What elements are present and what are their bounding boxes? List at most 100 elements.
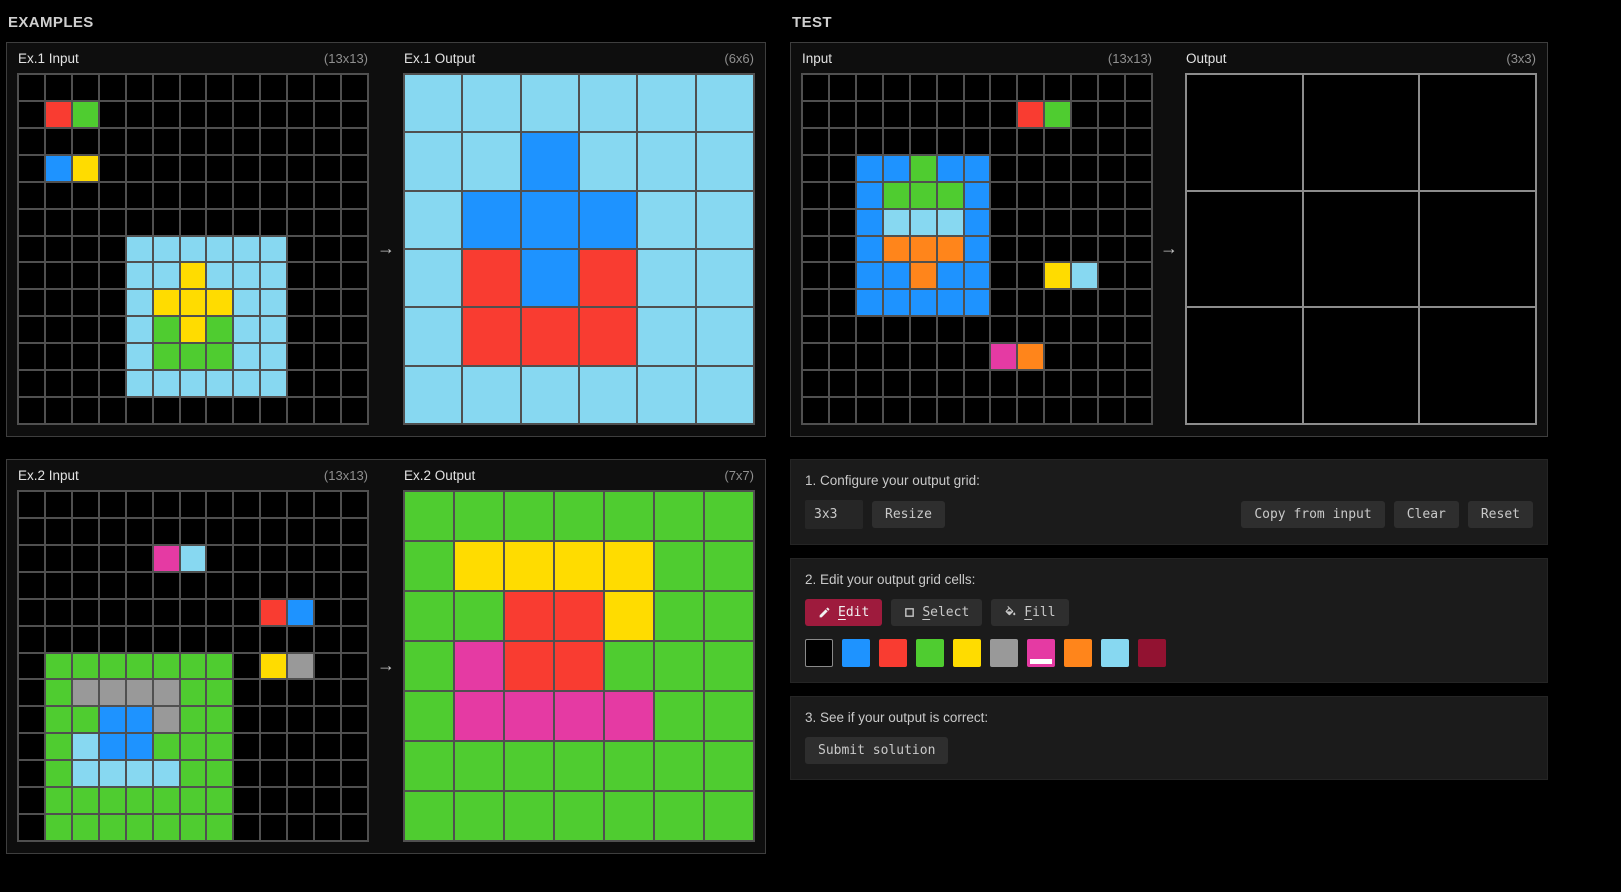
grid-cell bbox=[883, 344, 909, 370]
grid-cell bbox=[829, 101, 855, 127]
color-swatch-green[interactable] bbox=[916, 639, 944, 667]
color-swatch-magenta[interactable] bbox=[1027, 639, 1055, 667]
grid-cell bbox=[126, 290, 152, 316]
grid-cell bbox=[72, 290, 98, 316]
grid-cell bbox=[126, 371, 152, 397]
grid-cell bbox=[655, 692, 703, 740]
reset-button[interactable]: Reset bbox=[1467, 501, 1533, 528]
select-tool-button[interactable]: Select bbox=[891, 599, 983, 626]
fill-tool-button[interactable]: Fill bbox=[991, 599, 1069, 626]
grid-label: Input bbox=[802, 51, 833, 66]
color-swatch-red[interactable] bbox=[879, 639, 907, 667]
grid-cell[interactable] bbox=[1187, 75, 1302, 190]
grid-cell[interactable] bbox=[1420, 75, 1535, 190]
grid-cell bbox=[1018, 344, 1044, 370]
grid-cell bbox=[638, 75, 695, 132]
grid-cell bbox=[1126, 101, 1151, 127]
grid-cell bbox=[45, 155, 71, 181]
grid-cell bbox=[1045, 290, 1071, 316]
grid-cell bbox=[180, 626, 206, 652]
example-1-input-block: Ex.1 Input (13x13) bbox=[17, 50, 369, 425]
grid-cell bbox=[405, 366, 462, 423]
output-size-input[interactable] bbox=[805, 500, 863, 529]
grid-cell bbox=[180, 371, 206, 397]
grid-cell bbox=[910, 209, 936, 235]
grid-cell bbox=[72, 599, 98, 625]
color-swatch-yellow[interactable] bbox=[953, 639, 981, 667]
clear-button[interactable]: Clear bbox=[1393, 501, 1459, 528]
edit-tool-button[interactable]: Edit bbox=[805, 599, 883, 626]
grid-cell bbox=[991, 263, 1017, 289]
grid-cell bbox=[964, 101, 990, 127]
grid-cell bbox=[72, 653, 98, 679]
grid-cell bbox=[261, 236, 287, 262]
grid-cell bbox=[1126, 182, 1151, 208]
grid-cell[interactable] bbox=[1420, 308, 1535, 423]
grid-cell bbox=[288, 371, 314, 397]
grid-cell bbox=[153, 788, 179, 814]
grid-cell bbox=[579, 366, 637, 423]
grid-cell bbox=[315, 209, 341, 235]
grid-cell bbox=[696, 191, 753, 248]
grid-cell bbox=[153, 761, 179, 787]
grid-cell bbox=[72, 182, 98, 208]
grid-cell bbox=[405, 592, 453, 640]
grid-cell bbox=[153, 599, 179, 625]
grid-cell bbox=[126, 263, 152, 289]
grid-cell bbox=[288, 788, 314, 814]
grid-cell[interactable] bbox=[1187, 191, 1302, 307]
color-swatch-orange[interactable] bbox=[1064, 639, 1092, 667]
submit-solution-button[interactable]: Submit solution bbox=[805, 737, 949, 764]
grid-cell bbox=[207, 626, 233, 652]
grid-cell bbox=[234, 680, 260, 706]
grid-cell bbox=[234, 371, 260, 397]
grid-cell[interactable] bbox=[1303, 75, 1419, 190]
color-swatch-blue[interactable] bbox=[842, 639, 870, 667]
grid-cell[interactable] bbox=[1303, 191, 1419, 307]
grid-cell bbox=[234, 653, 260, 679]
grid-cell bbox=[910, 290, 936, 316]
grid-cell bbox=[19, 492, 44, 517]
grid-cell bbox=[126, 599, 152, 625]
grid-cell bbox=[153, 492, 179, 517]
grid-cell bbox=[883, 317, 909, 343]
color-swatch-maroon[interactable] bbox=[1138, 639, 1166, 667]
grid-cell[interactable] bbox=[1187, 308, 1302, 423]
grid-cell bbox=[153, 344, 179, 370]
grid-cell bbox=[1045, 155, 1071, 181]
grid-cell bbox=[288, 626, 314, 652]
grid-cell bbox=[696, 133, 753, 190]
grid-cell bbox=[207, 155, 233, 181]
test-panel: Input (13x13) → Output (3x3) bbox=[790, 42, 1548, 437]
grid-cell bbox=[99, 734, 125, 760]
grid-cell bbox=[153, 707, 179, 733]
grid-cell bbox=[803, 182, 828, 208]
color-swatch-gray[interactable] bbox=[990, 639, 1018, 667]
grid-cell bbox=[234, 707, 260, 733]
select-square-icon bbox=[904, 607, 915, 618]
color-swatch-black[interactable] bbox=[805, 639, 833, 667]
grid-cell bbox=[964, 75, 990, 100]
grid-cell bbox=[1072, 101, 1098, 127]
grid-cell bbox=[1072, 263, 1098, 289]
grid-cell bbox=[638, 308, 695, 365]
grid-cell bbox=[555, 792, 603, 840]
grid-cell bbox=[288, 734, 314, 760]
grid-cell bbox=[605, 542, 653, 590]
grid-cell bbox=[579, 308, 637, 365]
grid-cell bbox=[829, 290, 855, 316]
grid-cell bbox=[72, 344, 98, 370]
copy-from-input-button[interactable]: Copy from input bbox=[1241, 501, 1385, 528]
grid-cell bbox=[19, 263, 44, 289]
grid-cell bbox=[207, 815, 233, 840]
grid-label: Ex.1 Output bbox=[404, 51, 476, 66]
ex2-output-grid bbox=[403, 490, 755, 842]
resize-button[interactable]: Resize bbox=[872, 501, 945, 528]
grid-cell bbox=[19, 653, 44, 679]
test-input-grid bbox=[801, 73, 1153, 425]
grid-cell[interactable] bbox=[1303, 308, 1419, 423]
color-swatch-lightblue[interactable] bbox=[1101, 639, 1129, 667]
grid-cell bbox=[45, 734, 71, 760]
grid-cell[interactable] bbox=[1420, 191, 1535, 307]
